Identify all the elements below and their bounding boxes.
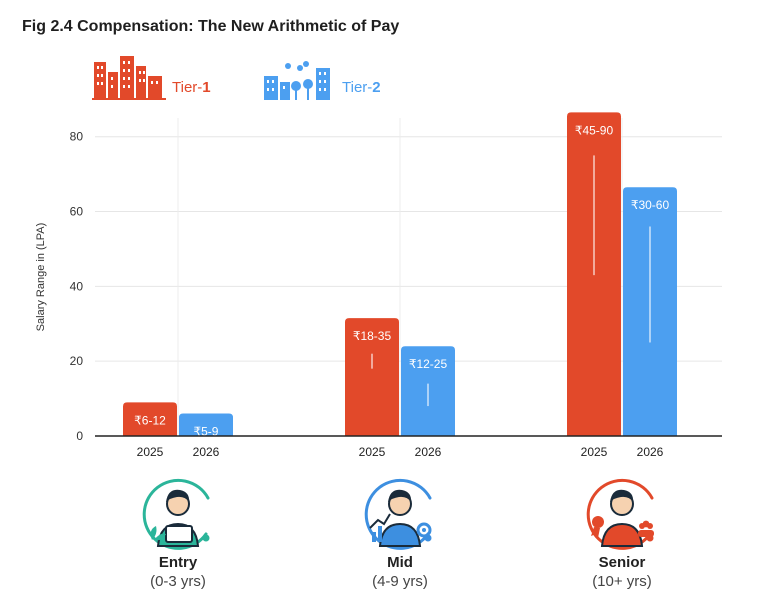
x-sub-label: 2025 (581, 445, 608, 459)
bar-data-label: ₹45-90 (575, 123, 614, 137)
city-skyline-icon (92, 56, 166, 100)
legend: Tier-1 Tier-2 (92, 52, 412, 102)
legend-tier2: Tier-2 (262, 58, 381, 100)
y-tick-label: 80 (70, 130, 84, 144)
bar-tier-1-entry (123, 402, 177, 436)
x-sub-label: 2026 (193, 445, 220, 459)
bar-tier-1-mid (345, 318, 399, 436)
group-name: Mid (387, 554, 413, 571)
y-axis-label: Salary Range in (LPA) (35, 223, 47, 332)
group-label-mid: Mid (4-9 yrs) (340, 554, 460, 590)
avatar-mid (358, 470, 442, 554)
town-icon (264, 61, 330, 100)
x-sub-label: 2026 (415, 445, 442, 459)
group-years: (4-9 yrs) (372, 573, 428, 590)
y-tick-label: 60 (70, 205, 84, 219)
group-name: Senior (598, 554, 646, 571)
group-years: (0-3 yrs) (150, 573, 206, 590)
legend-tier1-label: Tier-1 (172, 79, 211, 96)
x-sub-label: 2026 (637, 445, 664, 459)
bar-data-label: ₹30-60 (631, 198, 670, 212)
y-tick-label: 40 (70, 279, 84, 293)
legend-tier1: Tier-1 (92, 52, 211, 100)
x-sub-label: 2025 (359, 445, 386, 459)
group-label-entry: Entry (0-3 yrs) (118, 554, 238, 590)
avatar-entry (136, 470, 220, 554)
group-years: (10+ yrs) (592, 573, 652, 590)
y-tick-label: 0 (76, 429, 83, 443)
person-growth-icon (364, 478, 432, 550)
x-sub-label: 2025 (137, 445, 164, 459)
bar-tier-2-entry (179, 413, 233, 436)
person-leader-icon (586, 478, 654, 550)
bar-data-label: ₹12-25 (409, 357, 448, 371)
legend-tier2-label: Tier-2 (342, 79, 381, 96)
y-tick-label: 20 (70, 354, 84, 368)
avatar-senior (580, 470, 664, 554)
bar-data-label: ₹18-35 (353, 329, 392, 343)
group-label-senior: Senior (10+ yrs) (562, 554, 682, 590)
group-name: Entry (158, 554, 198, 571)
figure-title: Fig 2.4 Compensation: The New Arithmetic… (22, 18, 400, 35)
person-laptop-icon (142, 478, 210, 550)
bar-data-label: ₹5-9 (194, 425, 219, 439)
bar-chart: 0 20 40 60 80 Salary Range in (LPA) ₹6-12 2025 ₹… (35, 112, 722, 459)
bar-data-label: ₹6-12 (134, 413, 166, 427)
